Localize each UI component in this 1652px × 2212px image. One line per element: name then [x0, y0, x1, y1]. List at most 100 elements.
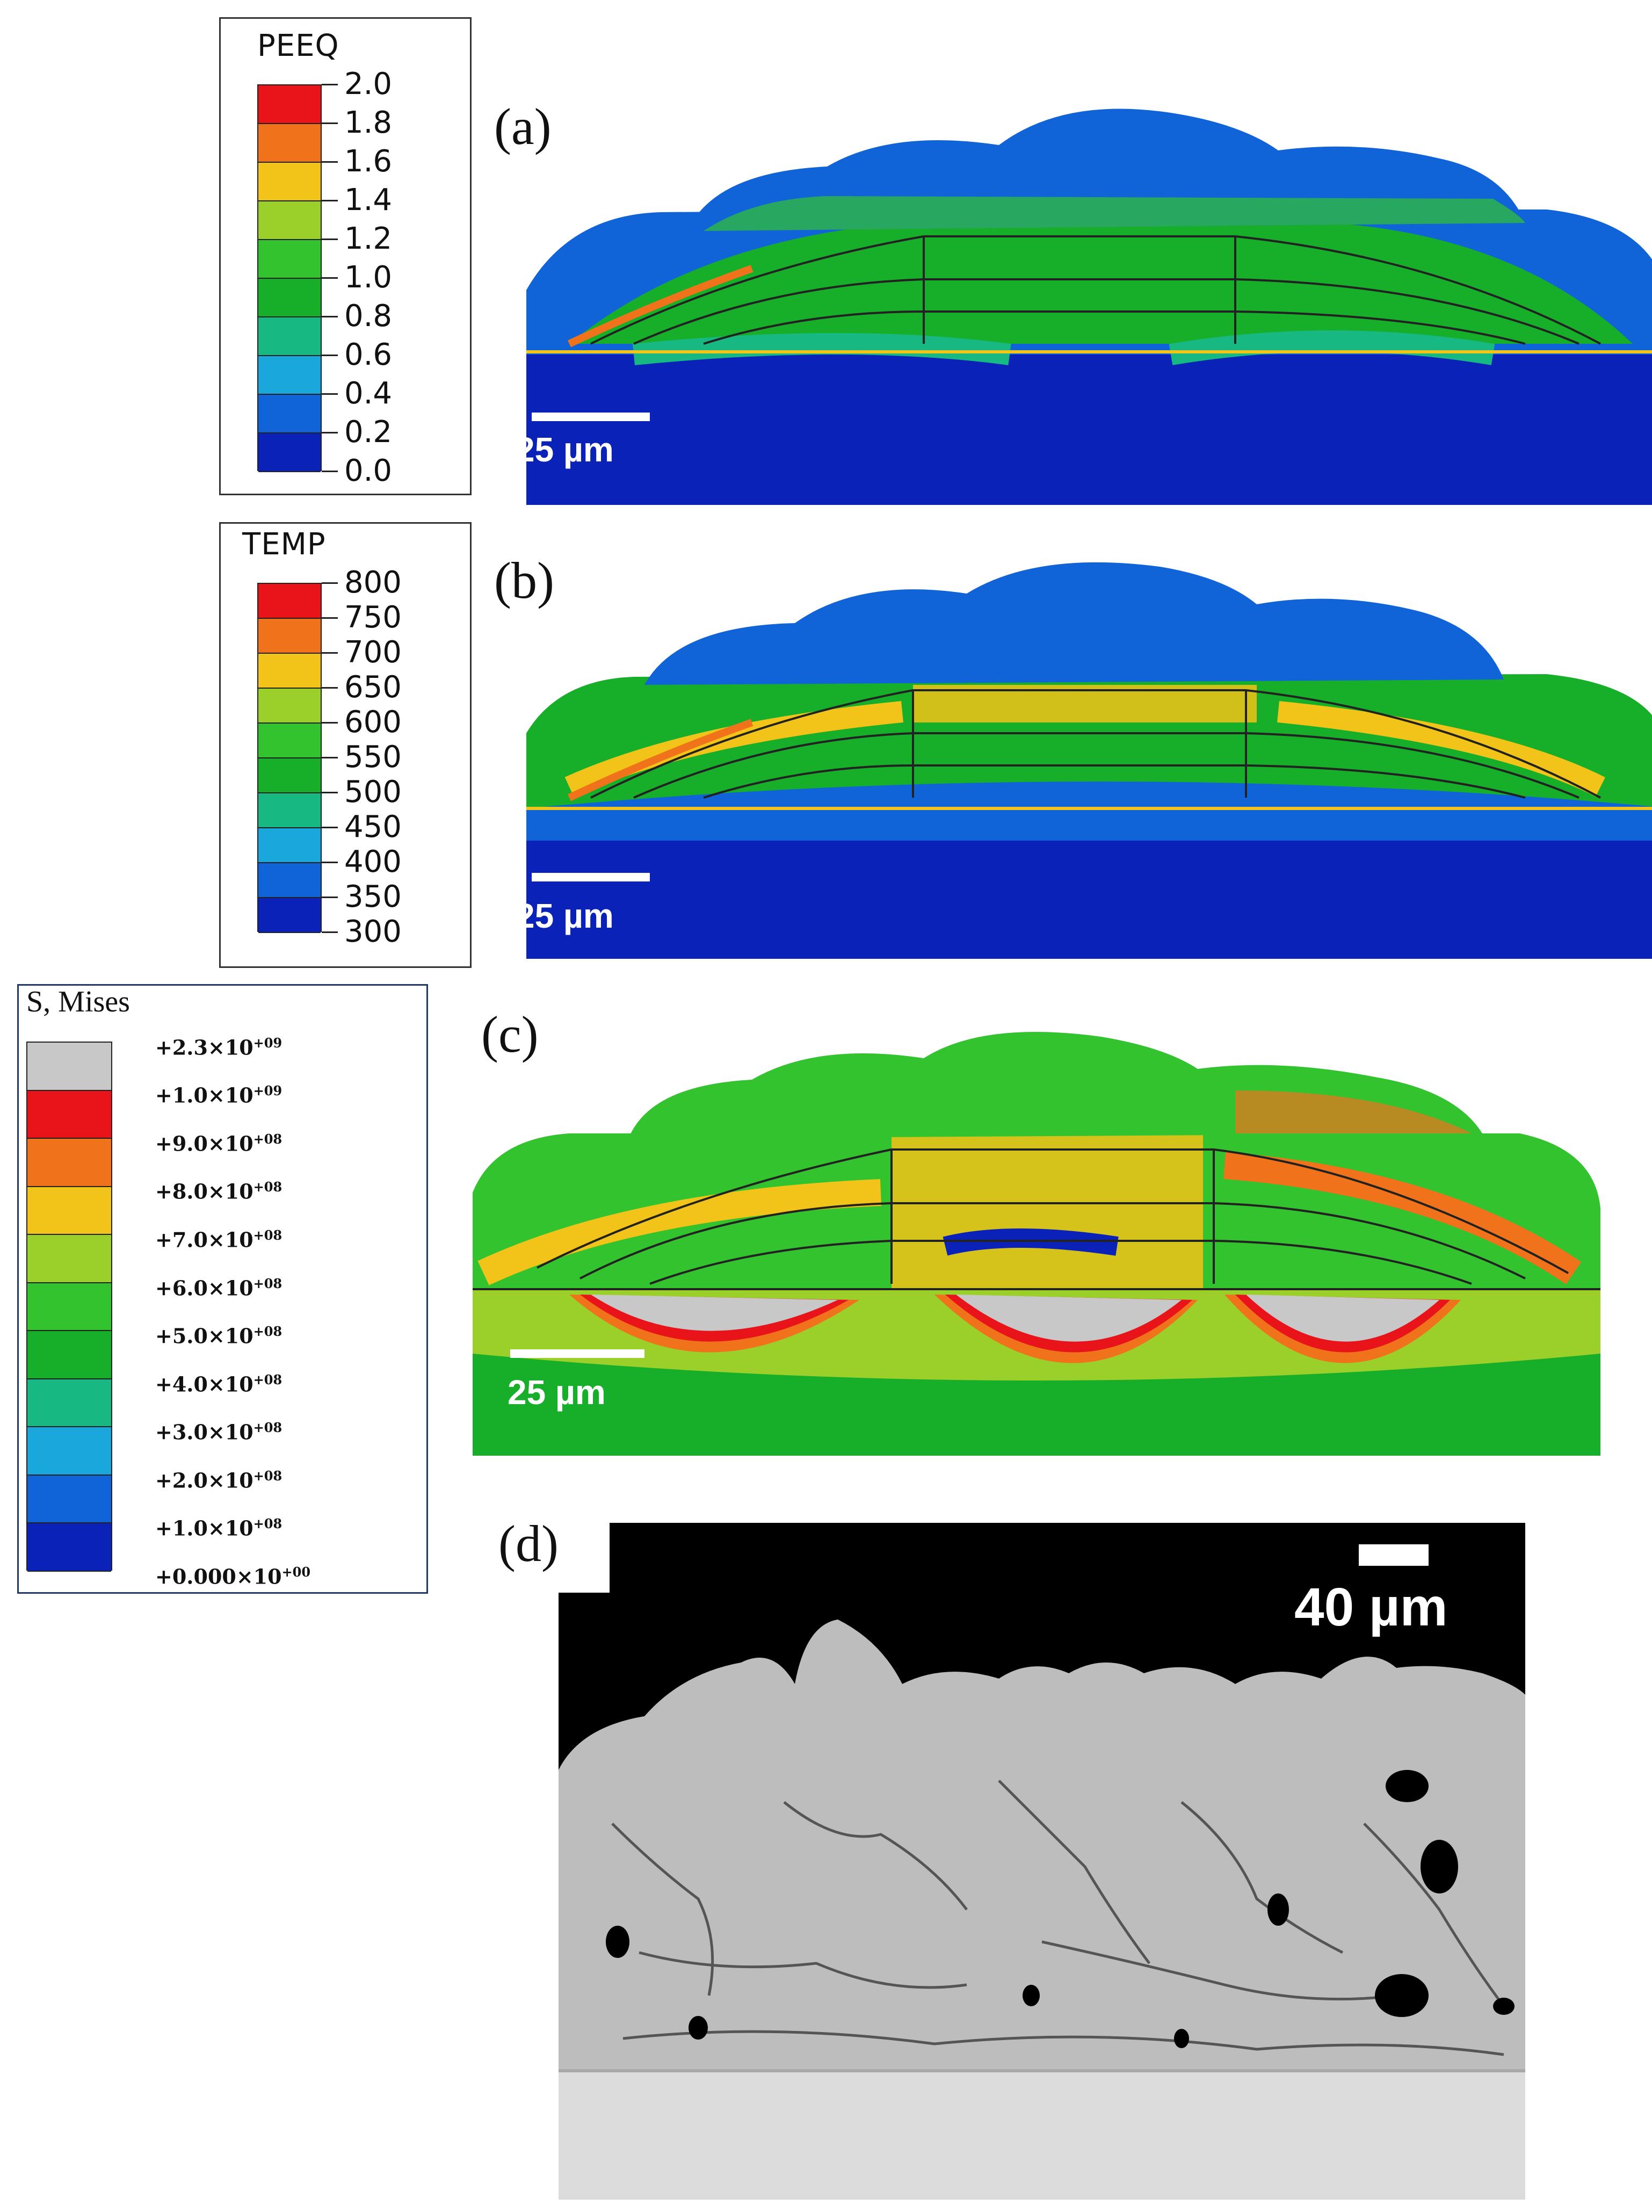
mises-legend-title: S, Mises: [26, 985, 130, 1018]
peeq-label: 2.0: [344, 67, 393, 102]
peeq-label: 0.0: [344, 453, 393, 488]
panel-a-scale-bar: [532, 413, 650, 421]
temp-colorbar: [257, 583, 322, 933]
peeq-swatch: [258, 279, 321, 317]
peeq-tick: [322, 432, 338, 433]
mises-label: +0.000×10+00: [155, 1564, 311, 1589]
mises-swatch: [27, 1379, 111, 1428]
peeq-label: 1.6: [344, 144, 393, 179]
temp-swatch: [258, 898, 321, 933]
temp-label: 450: [344, 809, 402, 844]
mises-label: +4.0×10+08: [155, 1371, 282, 1397]
temp-swatch: [258, 689, 321, 724]
mises-label: +2.0×10+08: [155, 1468, 282, 1493]
temp-label: 550: [344, 740, 402, 775]
mises-swatch: [27, 1235, 111, 1283]
peeq-swatch: [258, 163, 321, 201]
temp-tick: [322, 652, 338, 654]
peeq-colorbar: [257, 84, 322, 472]
mises-swatch: [27, 1331, 111, 1379]
mises-label: +9.0×10+08: [155, 1131, 282, 1156]
temp-swatch: [258, 828, 321, 863]
temp-swatch: [258, 863, 321, 898]
panel-a-scale-label: 25 µm: [516, 430, 614, 469]
temp-label: 600: [344, 705, 402, 740]
peeq-swatch: [258, 433, 321, 472]
mises-legend: S, Mises +2.3×10+09 +1.0×10+09 +9.0×10+08 +…: [17, 984, 428, 1594]
peeq-tick: [322, 200, 338, 201]
panel-b-scale-bar: [532, 873, 650, 881]
peeq-label: 0.2: [344, 415, 393, 450]
temp-swatch: [258, 619, 321, 654]
mises-label: +8.0×10+08: [155, 1179, 282, 1204]
panel-c-contour: [473, 1032, 1600, 1456]
temp-tick: [322, 617, 338, 619]
peeq-tick: [322, 355, 338, 356]
mises-label: +6.0×10+08: [155, 1275, 282, 1300]
temp-label: 800: [344, 565, 402, 600]
peeq-label: 0.8: [344, 299, 393, 334]
temp-tick: [322, 862, 338, 863]
panel-c-label: (c): [481, 1006, 539, 1063]
mises-swatch: [27, 1475, 111, 1524]
temp-tick: [322, 687, 338, 689]
panel-a-contour: [526, 109, 1652, 505]
temp-swatch: [258, 584, 321, 619]
mises-label: +7.0×10+08: [155, 1227, 282, 1252]
peeq-tick: [322, 161, 338, 163]
mises-colorbar: [26, 1042, 112, 1572]
panel-b-label: (b): [494, 552, 554, 609]
peeq-legend-title: PEEQ: [257, 28, 339, 63]
temp-swatch: [258, 793, 321, 828]
temp-tick: [322, 722, 338, 724]
temp-tick: [322, 757, 338, 758]
temp-label: 400: [344, 844, 402, 879]
panel-d-scale-label: 40 µm: [1294, 1577, 1448, 1637]
peeq-swatch: [258, 85, 321, 124]
peeq-swatch: [258, 240, 321, 279]
temp-tick: [322, 897, 338, 898]
peeq-legend: PEEQ 2.0 1.8 1.6 1.4 1.2 1.0 0.8 0.6 0.4 0.2 0.0: [219, 17, 472, 495]
panel-c-scale-label: 25 µm: [508, 1373, 606, 1412]
temp-tick: [322, 792, 338, 793]
temp-swatch: [258, 654, 321, 689]
temp-label: 700: [344, 635, 402, 670]
peeq-tick: [322, 122, 338, 124]
panel-a-label: (a): [494, 98, 552, 155]
panel-b-scale-label: 25 µm: [516, 897, 614, 935]
temp-label: 300: [344, 914, 402, 949]
mises-swatch: [27, 1139, 111, 1187]
peeq-tick: [322, 471, 338, 472]
peeq-label: 1.8: [344, 105, 393, 140]
mises-swatch: [27, 1523, 111, 1572]
mises-label: +5.0×10+08: [155, 1324, 282, 1348]
peeq-tick: [322, 84, 338, 85]
peeq-tick: [322, 277, 338, 279]
peeq-label: 0.6: [344, 337, 393, 372]
mises-swatch: [27, 1090, 111, 1139]
mises-swatch: [27, 1283, 111, 1332]
temp-legend: TEMP 800 750 700 650 600 550 500 450 400 350 300: [219, 522, 472, 968]
peeq-tick: [322, 393, 338, 395]
panel-b-contour: [526, 562, 1652, 959]
temp-label: 350: [344, 879, 402, 914]
peeq-tick: [322, 238, 338, 240]
peeq-label: 0.4: [344, 376, 393, 411]
mises-label: +1.0×10+08: [155, 1516, 282, 1541]
panel-d-label: (d): [498, 1515, 559, 1572]
mises-label: +2.3×10+09: [155, 1035, 282, 1060]
peeq-swatch: [258, 317, 321, 356]
temp-tick: [322, 827, 338, 828]
mises-label: +1.0×10+09: [155, 1083, 282, 1108]
peeq-label: 1.0: [344, 260, 393, 295]
temp-label: 500: [344, 775, 402, 809]
temp-legend-title: TEMP: [242, 527, 326, 562]
temp-label: 650: [344, 670, 402, 705]
peeq-swatch: [258, 124, 321, 163]
mises-swatch: [27, 1427, 111, 1476]
temp-swatch: [258, 724, 321, 758]
temp-tick: [322, 582, 338, 584]
peeq-tick: [322, 316, 338, 317]
temp-swatch: [258, 758, 321, 793]
peeq-label: 1.2: [344, 221, 393, 256]
